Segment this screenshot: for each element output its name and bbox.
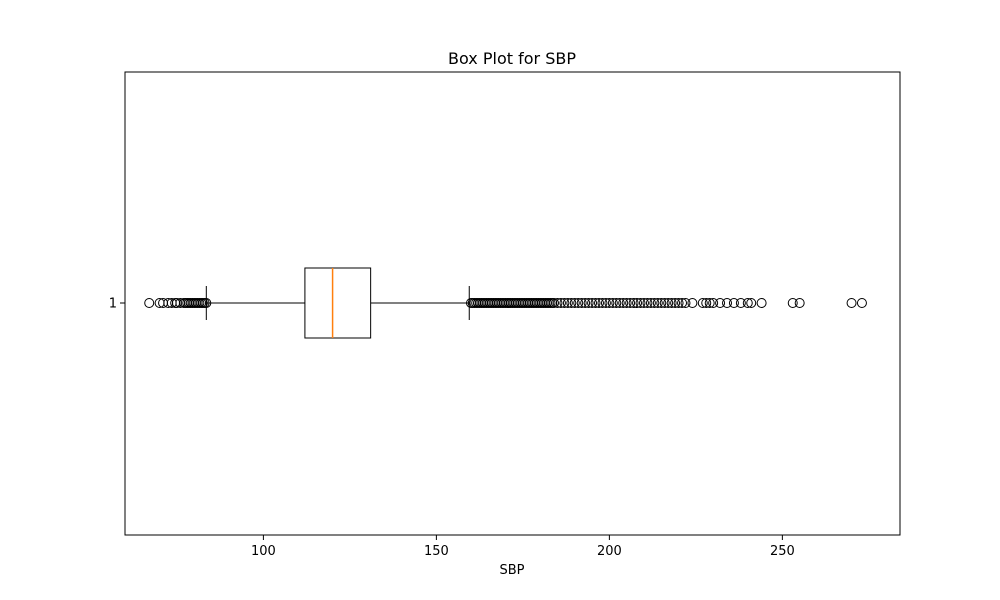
- flier-point: [677, 298, 688, 308]
- flier-point: [742, 298, 753, 308]
- flier-point: [607, 298, 618, 308]
- flier-points: [144, 298, 867, 308]
- flier-point: [645, 298, 656, 308]
- flier-point: [656, 298, 667, 308]
- flier-point: [573, 298, 584, 308]
- flier-point: [625, 298, 636, 308]
- flier-point: [659, 298, 670, 308]
- chart-title: Box Plot for SBP: [448, 49, 576, 68]
- flier-point: [687, 298, 698, 308]
- flier-point: [580, 298, 591, 308]
- x-axis: 100 150 200 250: [251, 535, 795, 559]
- flier-point: [794, 298, 805, 308]
- plot-area: [144, 267, 867, 339]
- flier-point: [600, 298, 611, 308]
- y-axis: 1: [109, 297, 125, 312]
- flier-point: [618, 298, 629, 308]
- flier-point: [697, 298, 708, 308]
- box-group: [144, 267, 867, 339]
- flier-point: [144, 298, 155, 308]
- flier-point: [701, 298, 712, 308]
- flier-point: [638, 298, 649, 308]
- flier-point: [583, 298, 594, 308]
- flier-point: [632, 298, 643, 308]
- x-tick-label: 200: [597, 544, 622, 559]
- y-tick-label: 1: [109, 297, 117, 312]
- flier-point: [604, 298, 615, 308]
- flier-point: [649, 298, 660, 308]
- flier-point: [670, 298, 681, 308]
- x-tick-label: 150: [424, 544, 449, 559]
- flier-point: [590, 298, 601, 308]
- flier-point: [642, 298, 653, 308]
- flier-point: [856, 298, 867, 308]
- flier-point: [555, 298, 566, 308]
- flier-point: [628, 298, 639, 308]
- flier-point: [576, 298, 587, 308]
- flier-point: [569, 298, 580, 308]
- flier-point: [673, 298, 684, 308]
- flier-point: [787, 298, 798, 308]
- flier-point: [846, 298, 857, 308]
- flier-point: [587, 298, 598, 308]
- x-tick-label: 250: [770, 544, 795, 559]
- flier-point: [621, 298, 632, 308]
- flier-point: [562, 298, 573, 308]
- flier-point: [728, 298, 739, 308]
- flier-point: [680, 298, 691, 308]
- flier-point: [552, 298, 563, 308]
- x-tick-label: 100: [251, 544, 276, 559]
- flier-point: [652, 298, 663, 308]
- flier-point: [663, 298, 674, 308]
- flier-point: [735, 298, 746, 308]
- flier-point: [708, 298, 719, 308]
- flier-point: [722, 298, 733, 308]
- flier-point: [746, 298, 757, 308]
- flier-point: [756, 298, 767, 308]
- flier-point: [704, 298, 715, 308]
- flier-point: [611, 298, 622, 308]
- flier-point: [559, 298, 570, 308]
- flier-point: [715, 298, 726, 308]
- x-axis-label: SBP: [499, 563, 524, 578]
- flier-point: [635, 298, 646, 308]
- flier-point: [597, 298, 608, 308]
- interquartile-box: [304, 267, 372, 339]
- flier-point: [566, 298, 577, 308]
- flier-point: [614, 298, 625, 308]
- flier-point: [549, 298, 560, 308]
- flier-point: [666, 298, 677, 308]
- flier-point: [593, 298, 604, 308]
- flier-point: [201, 298, 212, 308]
